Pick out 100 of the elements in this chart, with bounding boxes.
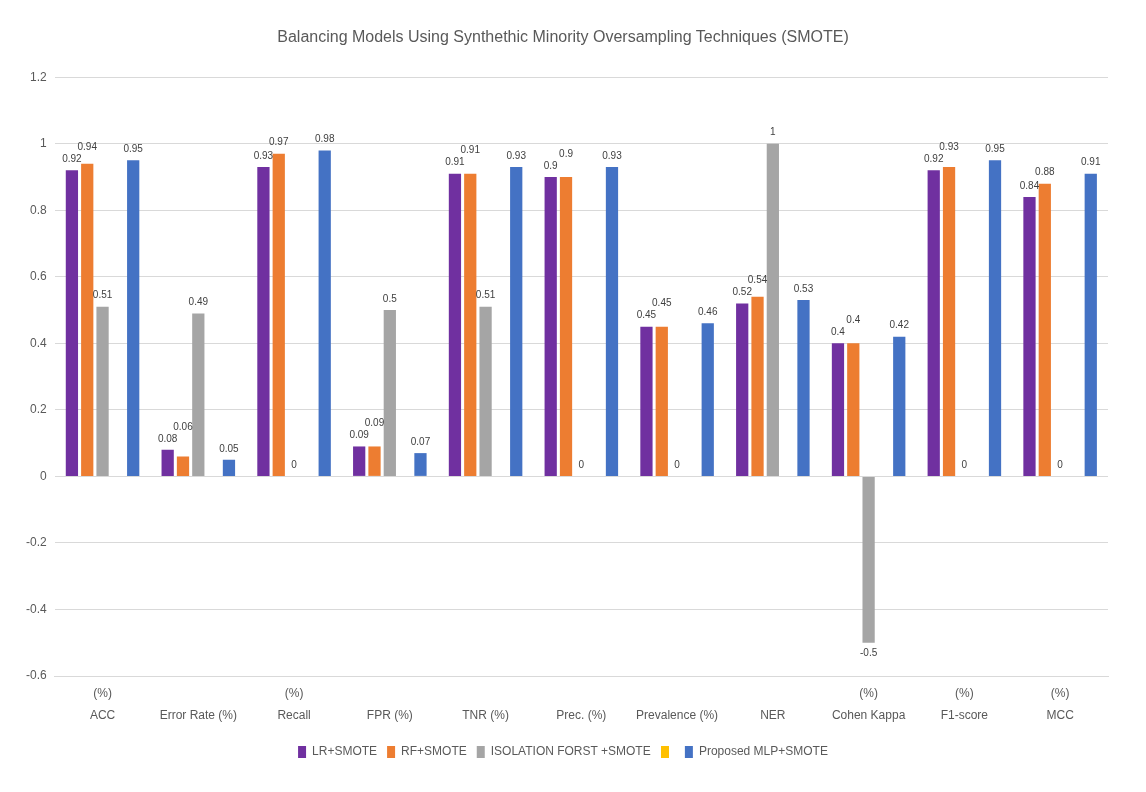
data-label: 0.93 xyxy=(506,149,527,161)
bar xyxy=(893,336,906,476)
data-label: 0.5 xyxy=(382,292,398,304)
bar xyxy=(927,170,940,476)
x-tick-label: NER xyxy=(760,708,786,723)
data-label: 0.06 xyxy=(173,420,194,432)
data-label: 0.9 xyxy=(543,159,559,171)
data-label: 0.51 xyxy=(475,289,496,301)
x-tick-label: Prec. (%) xyxy=(556,708,607,723)
bar xyxy=(988,160,1002,476)
data-label: 0.92 xyxy=(923,153,944,165)
x-tick-label: Error Rate (%) xyxy=(159,708,237,723)
bar xyxy=(353,446,366,476)
bar xyxy=(1038,183,1051,476)
data-label: 0.91 xyxy=(445,156,466,168)
legend-label: RF+SMOTE xyxy=(401,744,467,759)
bar xyxy=(127,160,140,476)
bar xyxy=(847,343,860,476)
y-tick-label: -0.4 xyxy=(25,601,47,616)
data-label: 0.4 xyxy=(846,314,861,326)
y-tick-label: 0.4 xyxy=(29,335,47,350)
y-tick-label: 0.2 xyxy=(29,402,47,417)
data-label: 0.94 xyxy=(77,141,98,153)
y-tick-label: 1.2 xyxy=(29,69,47,84)
y-tick-label: 0.8 xyxy=(29,202,47,217)
data-label: 0.49 xyxy=(188,296,209,308)
data-label: 0.08 xyxy=(157,432,178,444)
bar xyxy=(176,456,190,476)
bar xyxy=(831,343,845,476)
data-label: 0.45 xyxy=(636,309,657,321)
bar xyxy=(1084,173,1097,476)
bar xyxy=(383,310,396,476)
y-tick-label: -0.2 xyxy=(25,535,47,550)
bar xyxy=(1023,196,1036,476)
bar xyxy=(797,300,810,476)
bar xyxy=(605,167,619,476)
data-label: 0.93 xyxy=(602,149,623,161)
data-label: 0 xyxy=(1057,459,1064,471)
bar xyxy=(464,173,477,476)
bar xyxy=(368,446,381,476)
y-tick-label: -0.6 xyxy=(25,668,47,683)
data-label: 0.54 xyxy=(747,274,768,286)
legend-label: ISOLATION FORST +SMOTE xyxy=(490,744,651,759)
bar xyxy=(544,177,557,476)
bar xyxy=(479,306,492,476)
legend-label: Proposed MLP+SMOTE xyxy=(698,744,828,759)
bar xyxy=(257,167,270,476)
data-label: 0 xyxy=(674,459,681,471)
data-label: 0.98 xyxy=(314,133,335,145)
data-label: 0.88 xyxy=(1035,166,1055,178)
bar xyxy=(318,150,331,476)
bar xyxy=(640,326,653,476)
bar xyxy=(448,173,462,476)
x-tick-label: (%) F1-score xyxy=(940,686,989,723)
data-label: 0.95 xyxy=(123,143,144,155)
data-label: 0 xyxy=(578,459,585,471)
bar xyxy=(272,153,285,476)
data-label: 0.53 xyxy=(793,282,814,294)
data-label: 0.95 xyxy=(985,143,1006,155)
data-label: 0.52 xyxy=(732,286,753,298)
x-tick-label: Prevalence (%) xyxy=(636,708,719,723)
y-tick-label: 0 xyxy=(39,468,47,483)
data-label: 0.09 xyxy=(364,417,385,429)
bar xyxy=(192,313,205,476)
bar xyxy=(81,163,94,476)
data-label: 0.46 xyxy=(698,306,718,318)
x-tick-label: TNR (%) xyxy=(462,708,509,723)
bar xyxy=(736,303,749,476)
data-label: 0.84 xyxy=(1019,179,1040,191)
bar xyxy=(942,167,956,476)
bar xyxy=(559,177,573,476)
x-tick-label: (%) ACC xyxy=(89,686,116,723)
data-label: 0.4 xyxy=(831,326,846,338)
data-label: 0.93 xyxy=(253,149,274,161)
data-label: 0.45 xyxy=(652,297,672,309)
data-label: 0.05 xyxy=(219,442,240,454)
x-tick-label: (%) MCC xyxy=(1046,686,1075,723)
data-label: 0.97 xyxy=(269,136,289,148)
bar xyxy=(510,167,523,476)
chart-title: Balancing Models Using Synthethic Minority Oversampling Techniques (SMOTE) xyxy=(277,28,849,46)
data-label: 0.91 xyxy=(460,144,481,156)
bar xyxy=(96,306,109,476)
bar xyxy=(655,326,668,476)
data-label: 0.93 xyxy=(939,141,960,153)
bar xyxy=(701,323,714,476)
y-tick-label: 0.6 xyxy=(29,269,47,284)
data-label: 0.92 xyxy=(62,153,83,165)
bar xyxy=(414,453,427,476)
x-tick-label: FPR (%) xyxy=(366,708,413,723)
data-label: 0.9 xyxy=(559,147,574,159)
data-label: -0.5 xyxy=(859,647,878,659)
data-label: 0 xyxy=(291,459,298,471)
data-label: 0.07 xyxy=(410,435,431,447)
bar xyxy=(862,476,875,643)
bar xyxy=(222,459,236,476)
data-label: 0.51 xyxy=(92,289,113,301)
y-tick-label: 1 xyxy=(39,136,47,151)
bar xyxy=(751,296,764,476)
data-label: 0.09 xyxy=(349,429,370,441)
data-label: 0.91 xyxy=(1081,156,1101,168)
